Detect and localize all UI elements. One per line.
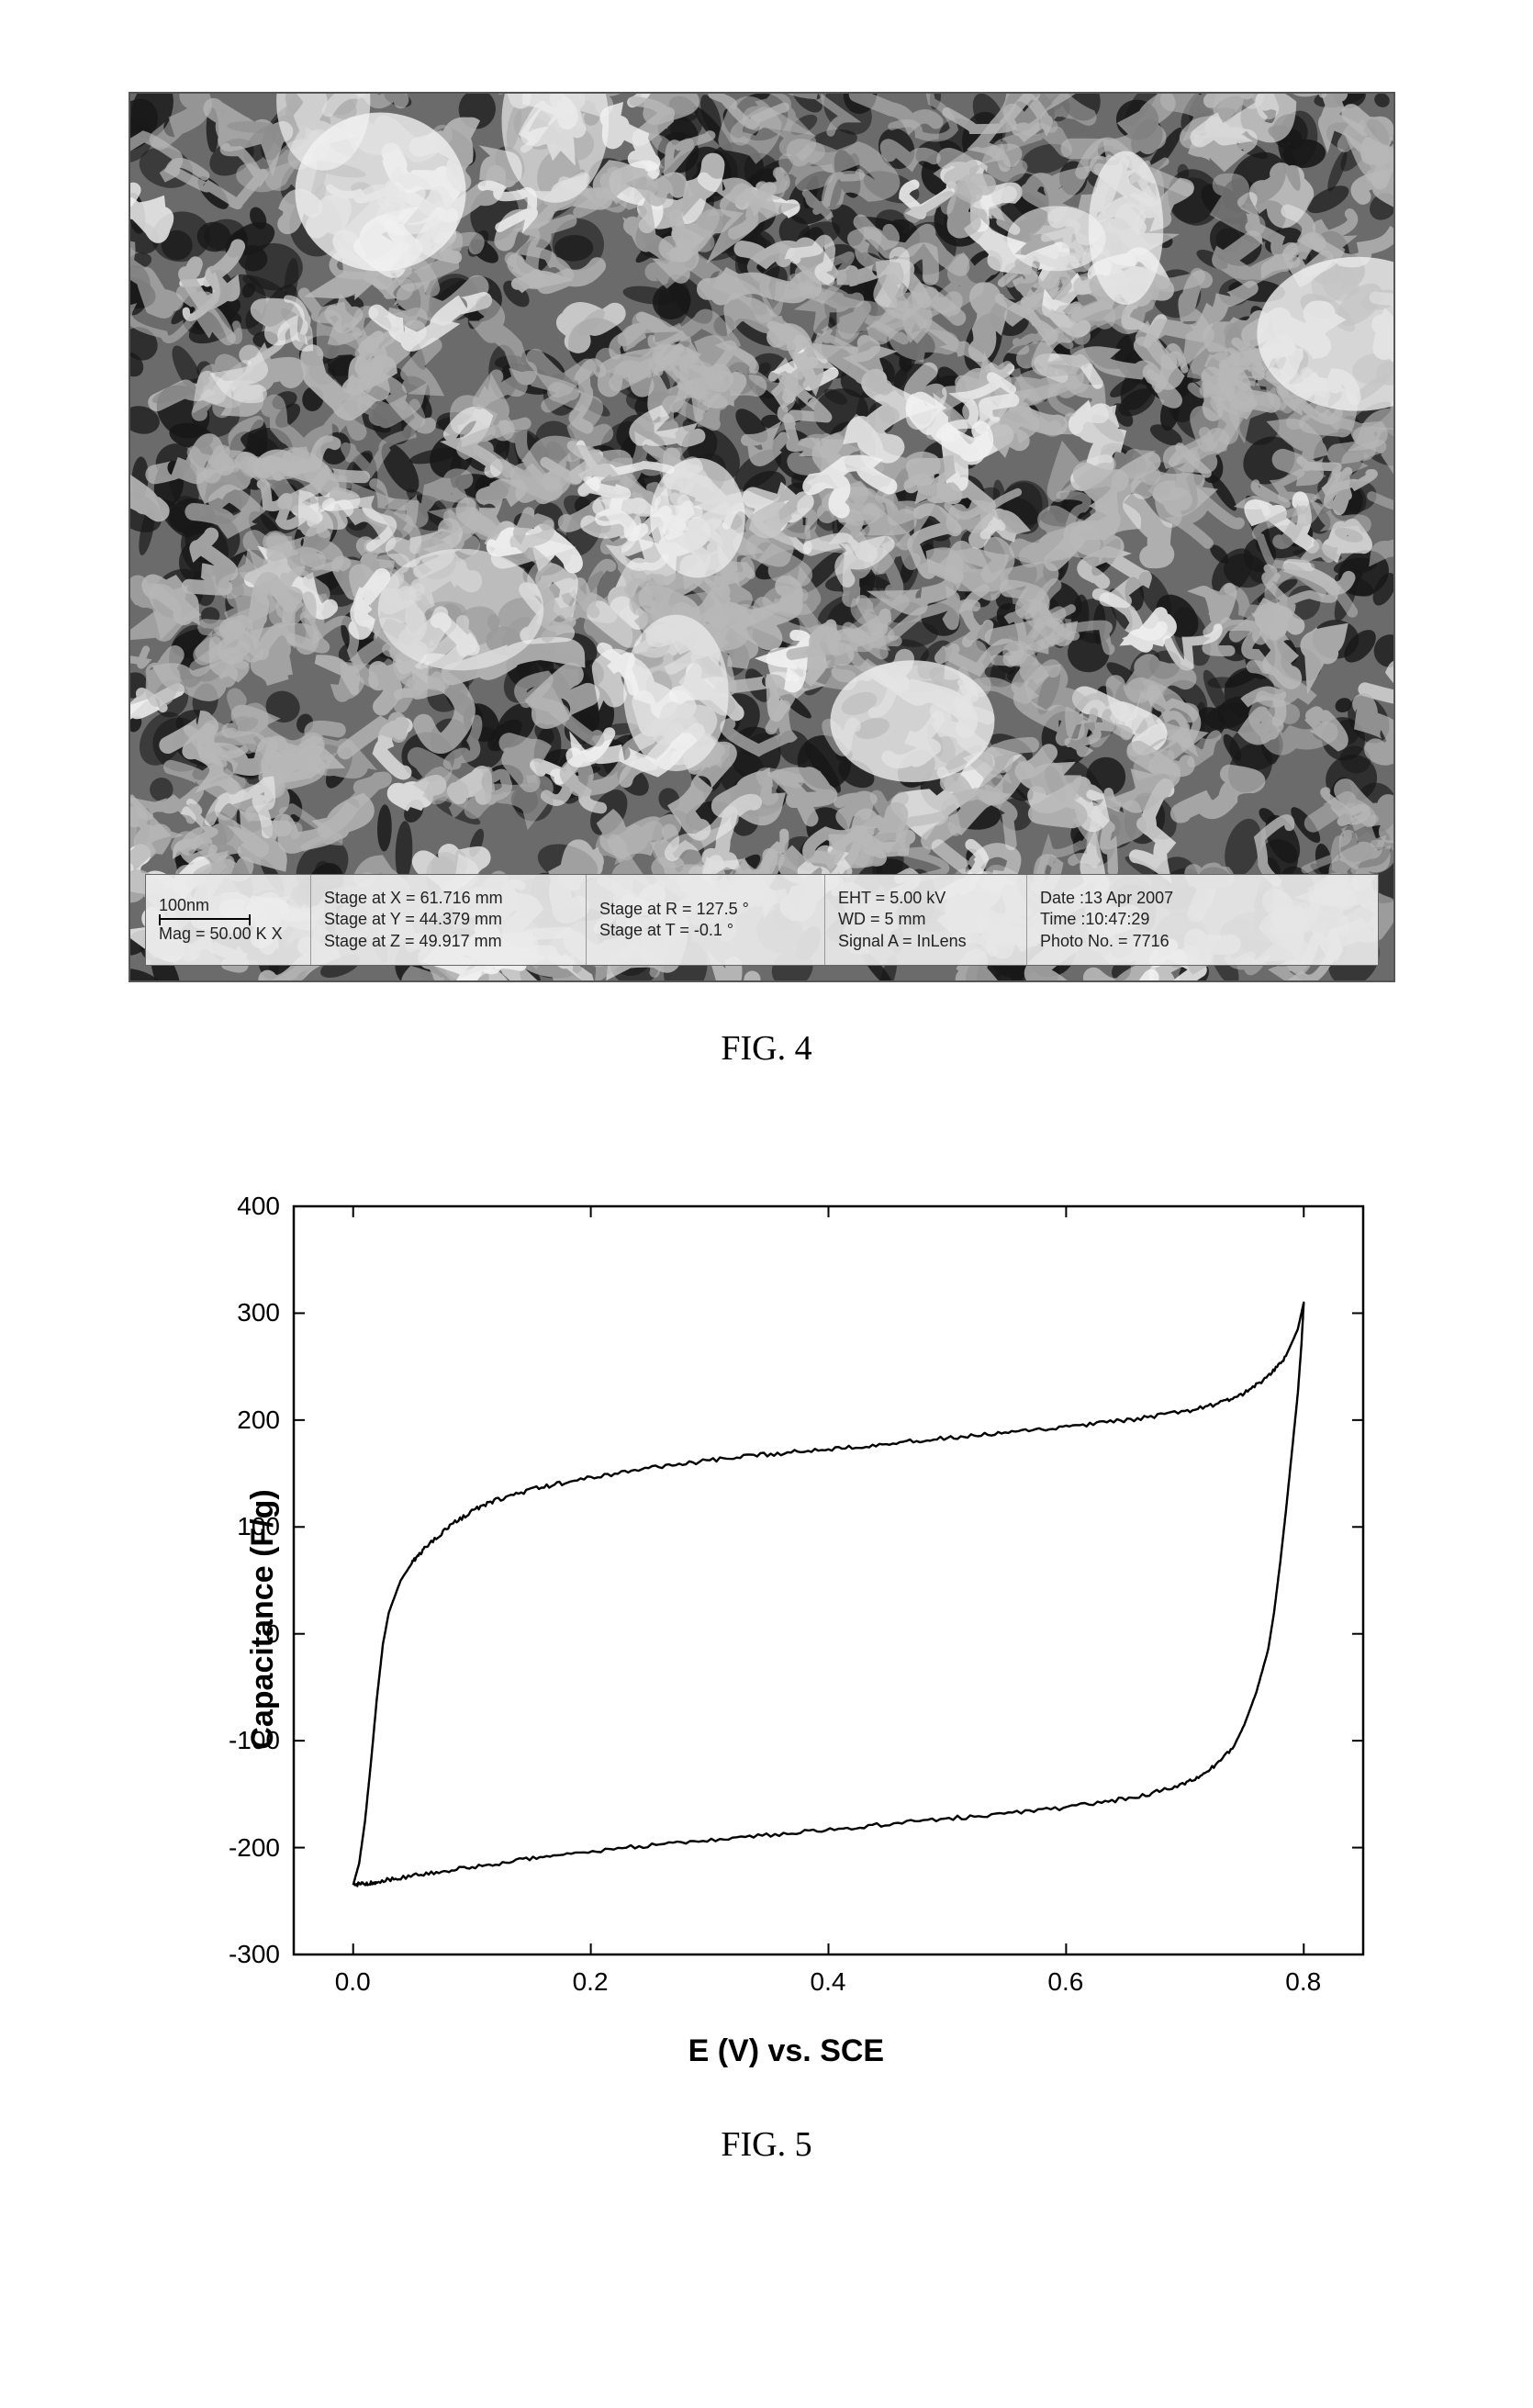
stage-col-1: Stage at X = 61.716 mm Stage at Y = 44.3… — [311, 875, 587, 965]
cv-ytick: -300 — [207, 1940, 280, 1969]
cv-ytick: 400 — [207, 1192, 280, 1221]
cv-xtick: 0.6 — [1047, 1967, 1083, 1997]
cv-ytick: 200 — [207, 1406, 280, 1435]
sem-metadata-bar: 100nm Mag = 50.00 K X Stage at X = 61.71… — [145, 874, 1379, 966]
cv-xtick: 0.2 — [573, 1967, 609, 1997]
cv-xlabel: E (V) vs. SCE — [688, 2033, 885, 2069]
scalebar-line — [159, 918, 251, 920]
eht: EHT = 5.00 kV — [838, 888, 1013, 909]
wd: WD = 5 mm — [838, 909, 1013, 930]
stage-x: Stage at X = 61.716 mm — [324, 888, 573, 909]
param-col-1: EHT = 5.00 kV WD = 5 mm Signal A = InLen… — [825, 875, 1027, 965]
fig4-caption: FIG. 4 — [129, 1028, 1404, 1069]
scalebar-label: 100nm — [159, 895, 209, 916]
cv-ytick: 300 — [207, 1298, 280, 1327]
cv-xtick: 0.4 — [811, 1967, 846, 1997]
stage-col-2: Stage at R = 127.5 ° Stage at T = -0.1 ° — [587, 875, 825, 965]
sem-scalebar: 100nm Mag = 50.00 K X — [146, 875, 311, 965]
signal: Signal A = InLens — [838, 931, 1013, 952]
fig5-caption: FIG. 5 — [129, 2124, 1404, 2165]
sem-micrograph: 100nm Mag = 50.00 K X Stage at X = 61.71… — [129, 92, 1395, 982]
time: Time :10:47:29 — [1040, 909, 1365, 930]
cv-plot: Capacitance (F/g) E (V) vs. SCE -300-200… — [133, 1170, 1400, 2069]
date: Date :13 Apr 2007 — [1040, 888, 1365, 909]
photo: Photo No. = 7716 — [1040, 931, 1365, 952]
stage-t: Stage at T = -0.1 ° — [599, 920, 811, 941]
stage-y: Stage at Y = 44.379 mm — [324, 909, 573, 930]
cv-svg — [133, 1170, 1400, 2069]
param-col-2: Date :13 Apr 2007 Time :10:47:29 Photo N… — [1027, 875, 1378, 965]
cv-ytick: 100 — [207, 1512, 280, 1541]
cv-ytick: -200 — [207, 1833, 280, 1863]
cv-xtick: 0.0 — [335, 1967, 371, 1997]
stage-z: Stage at Z = 49.917 mm — [324, 931, 573, 952]
sem-image — [130, 94, 1393, 980]
magnification: Mag = 50.00 K X — [159, 924, 283, 945]
cv-ytick: 0 — [207, 1619, 280, 1649]
stage-r: Stage at R = 127.5 ° — [599, 899, 811, 920]
cv-ytick: -100 — [207, 1726, 280, 1755]
cv-xtick: 0.8 — [1285, 1967, 1321, 1997]
